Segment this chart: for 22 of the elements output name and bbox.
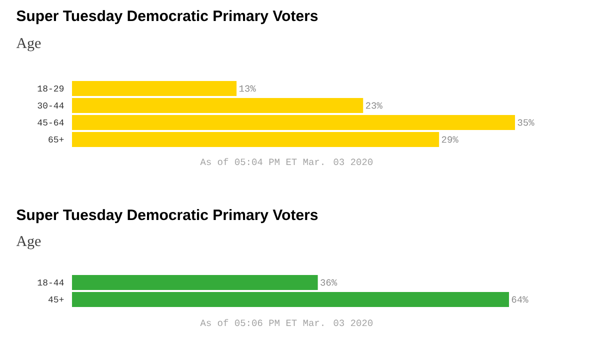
data-label: 64% (512, 296, 528, 303)
y-tick-label: 45+ (48, 296, 64, 303)
data-label: 29% (442, 136, 458, 143)
y-tick-label: 18-44 (38, 279, 64, 286)
bar (72, 81, 237, 96)
chart-subtitle: Age (16, 236, 41, 250)
y-tick-label: 65+ (48, 136, 64, 143)
data-label: 23% (366, 102, 382, 109)
data-label: 35% (518, 119, 534, 126)
data-label: 36% (320, 279, 338, 286)
chart-title: Super Tuesday Democratic Primary Voters (16, 10, 318, 24)
text: As of 05:06 PM ET Mar. 03 2020 (200, 319, 373, 326)
y-tick-label: 45-64 (38, 119, 64, 126)
bar (72, 132, 440, 147)
data-label: 13% (239, 85, 256, 92)
chart-title: Super Tuesday Democratic Primary Voters (16, 209, 318, 224)
bar (72, 115, 515, 130)
bar (72, 98, 364, 113)
y-tick-label: 30-44 (38, 102, 64, 109)
y-tick-label: 18-29 (38, 85, 64, 92)
text: As of 05:04 PM ET Mar. 03 2020 (200, 158, 373, 166)
chart-subtitle: Age (16, 38, 41, 52)
